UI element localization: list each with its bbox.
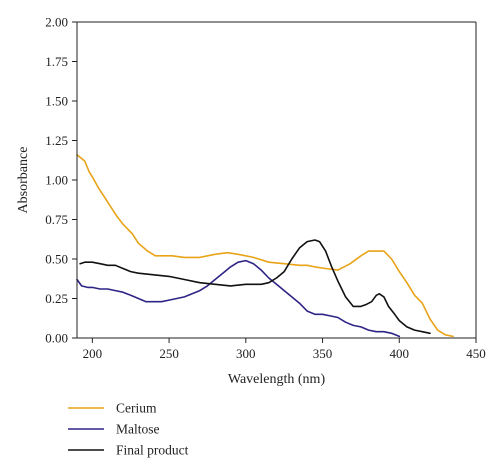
x-tick-label-400: 400 — [390, 346, 410, 361]
y-tick-label-1.50: 1.50 — [45, 94, 68, 109]
y-tick-label-1.25: 1.25 — [45, 133, 68, 148]
legend-label-final-product: Final product — [116, 443, 189, 458]
legend-item-maltose: Maltose — [68, 422, 160, 437]
y-tick-label-1.75: 1.75 — [45, 54, 68, 69]
x-tick-label-350: 350 — [313, 346, 333, 361]
axes-layer — [76, 21, 477, 339]
y-tick-label-0.00: 0.00 — [45, 331, 68, 346]
legend-item-cerium: Cerium — [68, 401, 157, 416]
y-tick-label-0.25: 0.25 — [45, 291, 68, 306]
x-axis-ticks: 200 250 300 350 400 450 — [83, 338, 486, 361]
legend-item-final-product: Final product — [68, 443, 189, 458]
legend: Cerium Maltose Final product — [68, 401, 189, 458]
series-line-final-product — [79, 239, 431, 335]
y-axis-ticks: 0.00 0.25 0.50 0.75 1.00 1.25 1.50 1.75 2.00 — [45, 15, 77, 346]
x-tick-label-200: 200 — [83, 346, 103, 361]
x-tick-label-450: 450 — [466, 346, 486, 361]
legend-label-maltose: Maltose — [116, 422, 160, 437]
legend-label-cerium: Cerium — [116, 401, 157, 416]
series-line-cerium — [76, 153, 454, 338]
y-tick-label-1.00: 1.00 — [45, 173, 68, 188]
y-axis-title: Absorbance — [16, 147, 31, 214]
y-tick-label-0.50: 0.50 — [45, 252, 68, 267]
x-axis-title: Wavelength (nm) — [228, 372, 326, 387]
x-tick-label-250: 250 — [159, 346, 179, 361]
y-tick-label-2.00: 2.00 — [45, 15, 68, 30]
x-tick-label-300: 300 — [236, 346, 256, 361]
series-layer — [76, 153, 454, 338]
series-line-maltose — [76, 259, 401, 338]
y-tick-label-0.75: 0.75 — [45, 212, 68, 227]
